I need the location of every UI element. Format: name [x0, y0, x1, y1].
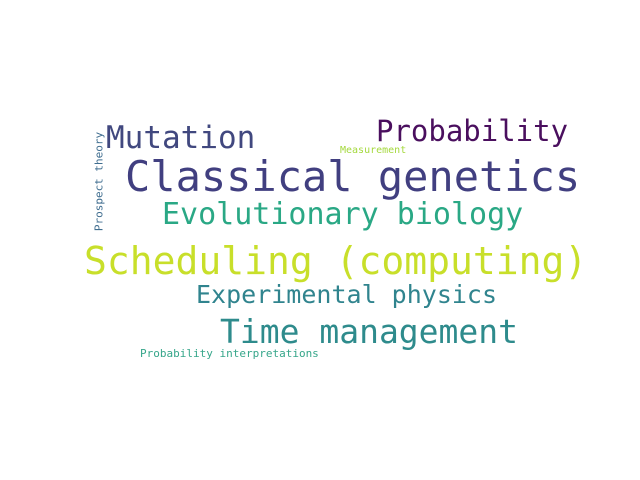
- word-evolutionary-biology: Evolutionary biology: [162, 197, 524, 232]
- word-probability: Probability: [376, 114, 569, 148]
- word-classical-genetics: Classical genetics: [125, 152, 581, 201]
- word-time-management: Time management: [220, 312, 519, 351]
- word-scheduling-computing: Scheduling (computing): [84, 239, 588, 283]
- word-prospect-theory: Prospect theory: [92, 131, 106, 232]
- word-mutation: Mutation: [106, 120, 256, 156]
- word-experimental-physics: Experimental physics: [196, 280, 498, 309]
- word-probability-interpretations: Probability interpretations: [140, 347, 319, 360]
- word-measurement: Measurement: [340, 145, 407, 156]
